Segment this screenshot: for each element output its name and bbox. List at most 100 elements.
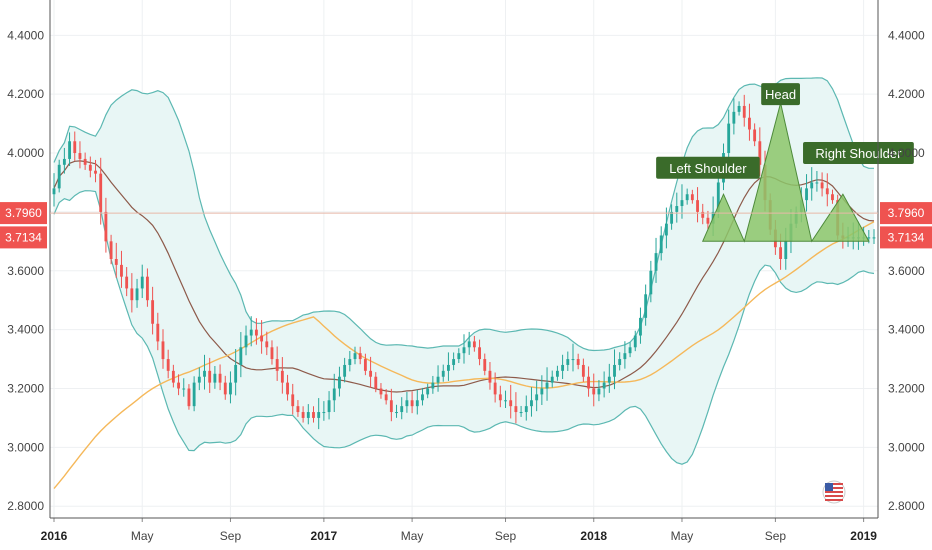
y-tick-label-right: 3.2000 [888, 382, 925, 396]
candle-body [363, 359, 367, 371]
candle-body [415, 400, 419, 407]
candle-body [478, 347, 481, 360]
candle-body [52, 188, 56, 195]
y-tick-label-right: 3.4000 [888, 323, 925, 337]
bollinger-middle [53, 160, 875, 393]
flag-stripe [825, 495, 843, 497]
candle-body [125, 276, 129, 289]
candle-body [322, 412, 326, 414]
bollinger-lower [53, 190, 875, 465]
candle-body [114, 259, 118, 265]
candle-body [332, 388, 336, 401]
candle-body [644, 294, 648, 318]
candle-body [680, 200, 684, 207]
y-tick-label-right: 4.4000 [888, 28, 925, 42]
candle-body [483, 359, 487, 371]
price-tag-right-text: 3.7134 [888, 230, 925, 244]
candle-body [68, 141, 71, 159]
y-tick-label-right: 2.8000 [888, 499, 925, 513]
candle-body [405, 400, 409, 407]
candle-body [161, 341, 165, 360]
candle-body [166, 359, 170, 371]
x-tick-label: Sep [765, 529, 787, 543]
candle-body [488, 370, 492, 383]
candle-body [395, 412, 398, 414]
x-tick-label: 2016 [41, 529, 68, 543]
candle-body [628, 347, 632, 354]
candle-body [758, 141, 762, 165]
candle-body [182, 388, 186, 390]
candle-body [815, 182, 819, 184]
candle-body [613, 364, 616, 377]
y-tick-label-left: 2.8000 [7, 499, 44, 513]
candle-body [633, 335, 637, 348]
candle-body [441, 370, 445, 377]
candle-body [171, 370, 175, 383]
candle-body [472, 341, 476, 348]
price-tag-right-text: 3.7960 [888, 206, 925, 220]
flag-canton [825, 483, 833, 491]
candle-body [576, 359, 580, 365]
price-tag-right [880, 202, 932, 225]
candle-body [716, 182, 720, 212]
candle-body [831, 194, 834, 201]
candle-body [535, 394, 539, 401]
candle-body [130, 288, 134, 301]
candle-body [239, 347, 243, 365]
candle-body [784, 241, 788, 259]
candle-body [249, 329, 253, 336]
candle-body [654, 253, 658, 271]
candle-body [410, 400, 414, 407]
candle-body [748, 117, 751, 130]
candle-body [286, 382, 289, 395]
candle-body [509, 400, 513, 407]
x-tick-label: May [401, 529, 424, 543]
candle-body [659, 235, 663, 254]
y-tick-label-right: 3.0000 [888, 440, 925, 454]
x-tick-label: Sep [220, 529, 242, 543]
x-tick-label: May [131, 529, 154, 543]
candle-body [384, 394, 388, 401]
flag-badge[interactable] [822, 480, 846, 504]
candle-body [493, 382, 497, 395]
price-tag-left [0, 202, 47, 225]
candle-body [504, 400, 507, 402]
long-moving-average [53, 221, 875, 490]
candle-body [192, 382, 196, 407]
candle-body [498, 394, 502, 401]
y-tick-label-left: 3.0000 [7, 440, 44, 454]
candle-body [389, 400, 393, 413]
candle-body [88, 164, 92, 171]
pattern-shape [701, 102, 870, 243]
candle-body [73, 141, 77, 154]
candle-body [140, 276, 144, 289]
flag-stripe [825, 483, 843, 485]
candle-body [135, 288, 139, 301]
candle-body [270, 347, 274, 360]
candle-body [701, 211, 705, 218]
price-tag-left-text: 3.7134 [5, 230, 42, 244]
candle-body [312, 412, 315, 418]
y-tick-label-left: 3.4000 [7, 323, 44, 337]
candle-body [343, 364, 347, 377]
candle-body [452, 359, 456, 365]
x-tick-label: 2018 [580, 529, 607, 543]
candle-body [462, 347, 466, 354]
y-tick-label-left: 4.0000 [7, 146, 44, 160]
candle-body [732, 111, 736, 124]
candle-body [208, 370, 212, 383]
flag-stripe [825, 499, 843, 501]
candle-body [265, 341, 269, 348]
x-tick-label: May [671, 529, 694, 543]
candle-body [306, 412, 310, 418]
candle-body [421, 394, 424, 401]
candle-body [156, 323, 160, 342]
candle-body [296, 406, 300, 413]
candle-body [664, 223, 668, 236]
candle-body [696, 200, 699, 212]
moving-averages [53, 160, 875, 490]
candle-body [820, 182, 824, 189]
candle-body [561, 364, 565, 371]
candle-body [338, 376, 341, 389]
